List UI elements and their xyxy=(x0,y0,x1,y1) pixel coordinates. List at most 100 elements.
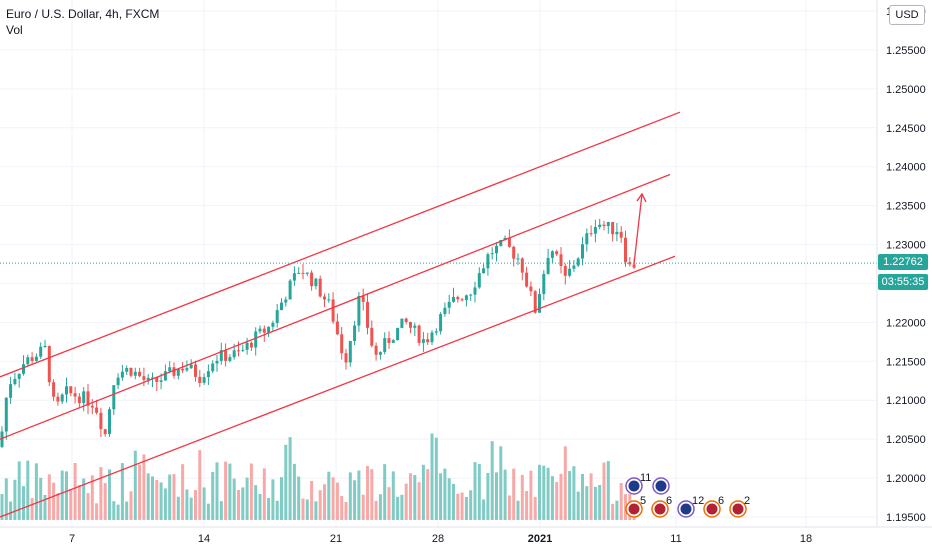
candle-body xyxy=(619,231,623,238)
channel-lines[interactable] xyxy=(0,111,681,518)
candle-body xyxy=(228,357,232,361)
volume-bar xyxy=(267,497,271,520)
candle-body xyxy=(69,386,73,394)
time-axis[interactable]: 7 14 21 28 2021 11 18 xyxy=(69,533,812,545)
volume-bar xyxy=(189,497,193,520)
volume-bar xyxy=(473,462,477,520)
candle-body xyxy=(499,240,503,246)
candle-body xyxy=(151,377,154,379)
candle-body xyxy=(396,327,400,341)
volume-bar xyxy=(245,477,249,520)
candle-body xyxy=(185,368,189,371)
volume-bar xyxy=(211,472,215,520)
candle-body xyxy=(301,272,305,274)
volume-bar xyxy=(138,464,142,520)
projection-arrow[interactable] xyxy=(633,192,647,265)
volume-bar xyxy=(353,480,357,520)
candle-body xyxy=(602,224,606,227)
us-flag-icon xyxy=(628,503,640,515)
volume-bar xyxy=(477,464,481,520)
candle-body xyxy=(417,325,421,343)
candle-body xyxy=(409,321,412,328)
candle-body xyxy=(305,272,309,274)
candle-body xyxy=(202,377,206,383)
volume-bar xyxy=(206,503,210,520)
volume-bar xyxy=(589,473,593,520)
candle-body xyxy=(181,368,185,371)
event-count: 5 xyxy=(640,495,646,507)
candle-body xyxy=(370,327,374,346)
volume-bar xyxy=(366,465,369,520)
volume-bar xyxy=(421,464,425,520)
candle-body xyxy=(0,431,4,447)
candle-body xyxy=(490,253,494,255)
volume-bar xyxy=(82,478,86,520)
volume-bar xyxy=(331,477,335,520)
candle-body xyxy=(206,371,210,378)
volume-bar xyxy=(598,484,602,520)
volume-bar xyxy=(168,474,172,520)
volume-bars xyxy=(0,433,636,520)
candle-body xyxy=(593,227,597,234)
candle-body xyxy=(47,346,51,383)
candle-body xyxy=(120,371,124,378)
volume-bar xyxy=(417,482,421,520)
volume-bar xyxy=(103,483,107,520)
candle-body xyxy=(335,321,339,335)
chart-legend: Euro / U.S. Dollar, 4h, FXCM Vol xyxy=(6,6,159,38)
candle-body xyxy=(430,332,434,343)
bar-countdown-label: 03:55:35 xyxy=(878,274,928,290)
candle-body xyxy=(421,339,425,343)
candle-body xyxy=(340,334,344,354)
candle-body xyxy=(34,356,38,361)
candle-body xyxy=(473,287,477,295)
volume-bar xyxy=(568,471,572,520)
candle-body xyxy=(82,391,86,404)
price-tick-label: 1.21000 xyxy=(886,395,926,407)
candle-body xyxy=(374,345,378,355)
candle-body xyxy=(108,409,111,435)
candle-body xyxy=(176,368,180,376)
volume-bar xyxy=(125,501,129,520)
candle-body xyxy=(516,258,520,260)
volume-bar xyxy=(0,494,4,520)
volume-bar xyxy=(108,469,111,520)
price-axis[interactable]: 1.260001.255001.250001.245001.240001.235… xyxy=(886,6,926,524)
candle-body xyxy=(275,310,279,323)
volume-bar xyxy=(77,485,81,520)
eu-flag-icon xyxy=(680,503,692,515)
candle-body xyxy=(606,222,610,227)
economic-events[interactable]: 11 5 6 12 6 2 xyxy=(625,472,750,518)
volume-bar xyxy=(202,487,206,520)
currency-button[interactable]: USD xyxy=(889,5,925,25)
candle-body xyxy=(615,231,619,235)
candle-body xyxy=(550,251,554,258)
volume-bar xyxy=(464,497,468,520)
volume-bar xyxy=(301,498,305,520)
candle-body xyxy=(249,342,253,348)
volume-bar xyxy=(310,481,314,520)
candle-body xyxy=(563,266,567,276)
volume-bar xyxy=(155,480,159,520)
volume-bar xyxy=(163,488,167,520)
candle-body xyxy=(142,376,146,380)
candle-body xyxy=(400,318,404,328)
volume-bar xyxy=(340,495,344,520)
time-tick-label: 28 xyxy=(432,533,444,545)
candle-body xyxy=(116,377,120,386)
volume-bar xyxy=(542,465,546,520)
volume-bar xyxy=(237,489,240,520)
volume-bar xyxy=(151,476,154,520)
volume-bar xyxy=(159,482,163,520)
last-price-label: 1.22762 xyxy=(878,254,928,270)
candle-body xyxy=(39,346,43,357)
volume-bar xyxy=(490,441,494,520)
price-tick-label: 1.20500 xyxy=(886,434,926,446)
candle-body xyxy=(224,350,228,361)
candle-body xyxy=(559,254,563,267)
volume-bar xyxy=(469,490,473,520)
volume-bar xyxy=(344,501,348,520)
volume-bar xyxy=(314,501,318,520)
candle-body xyxy=(86,391,90,406)
